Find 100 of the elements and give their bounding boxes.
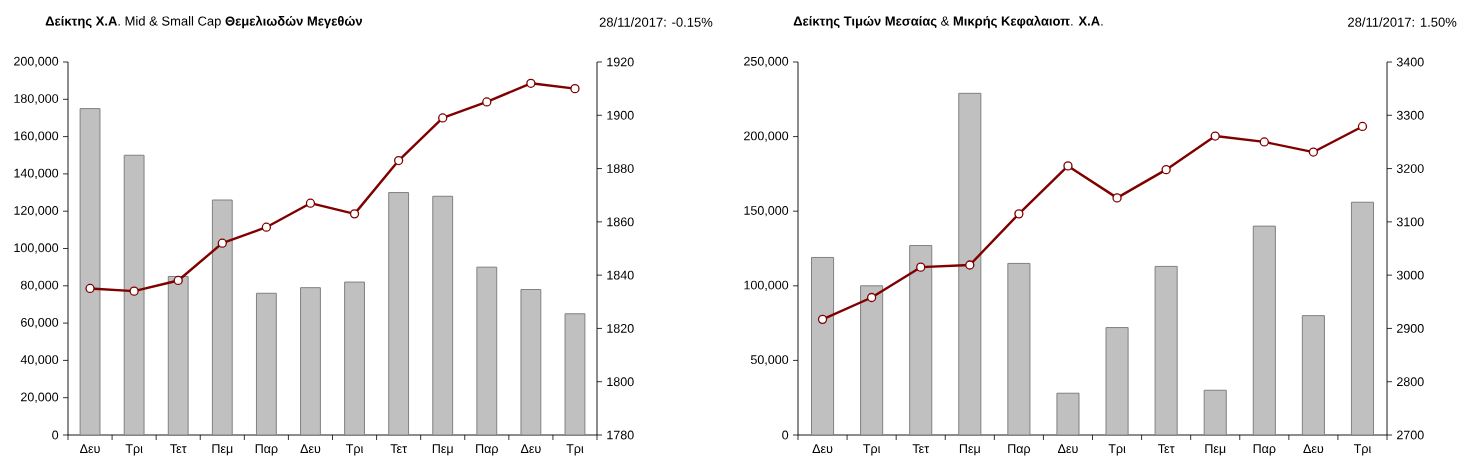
x-tick-label: Δευ xyxy=(812,444,833,454)
x-tick-label: Τρι xyxy=(1353,444,1371,456)
bar xyxy=(123,154,145,436)
bar xyxy=(520,289,542,436)
bar xyxy=(300,287,321,436)
bar xyxy=(1105,327,1129,436)
point xyxy=(482,97,492,107)
y-tick-label: 50,000 xyxy=(750,355,789,366)
y2-tick-label: 1860 xyxy=(607,217,634,227)
bar xyxy=(811,256,835,436)
y-tick-label: 60,000 xyxy=(21,317,59,329)
y-tick-label: 160,000 xyxy=(14,131,59,142)
point xyxy=(817,314,828,325)
y2-tick-label: 3000 xyxy=(1396,270,1424,280)
bar xyxy=(1203,389,1227,436)
x-tick-label: Τετ xyxy=(1158,444,1175,454)
y2-tick-label: 3300 xyxy=(1396,110,1424,120)
point xyxy=(305,198,316,208)
y-tick-label: 0 xyxy=(52,430,59,440)
point xyxy=(1112,193,1122,203)
x-tick-label: Πεμ xyxy=(212,444,233,456)
chart-title: Δείκτης Χ.Α. Mid & Small Cap Θεμελιωδών Μεγεθών xyxy=(45,15,363,29)
point xyxy=(1063,161,1073,171)
x-tick-label: Τρι xyxy=(863,444,881,456)
chart-title: Δείκτης Τιμών Μεσαίας & Μικρής Κεφαλαιοπ. Χ.Α. xyxy=(793,15,1103,29)
x-tick-label: Πεμ xyxy=(959,444,980,456)
y-tick-label: 140,000 xyxy=(14,168,59,180)
point xyxy=(393,155,404,166)
point xyxy=(1259,137,1269,147)
point xyxy=(129,286,139,296)
point xyxy=(85,283,95,294)
y2-tick-label: 1800 xyxy=(607,377,634,387)
bar xyxy=(476,266,498,436)
y2-tick-label: 3100 xyxy=(1396,217,1424,227)
point xyxy=(526,78,536,88)
y-tick-label: 0 xyxy=(782,430,789,440)
point xyxy=(866,292,877,303)
x-tick-label: Παρ xyxy=(1253,444,1276,456)
y-tick-label: 120,000 xyxy=(14,206,59,217)
y-tick-label: 200,000 xyxy=(14,56,59,68)
y2-tick-label: 2800 xyxy=(1397,377,1424,387)
y2-tick-label: 1880 xyxy=(607,164,634,173)
bar xyxy=(432,195,454,436)
x-tick-label: Τρι xyxy=(346,444,363,456)
x-tick-label: Παρ xyxy=(476,444,498,456)
y-tick-label: 200,000 xyxy=(744,131,789,142)
y2-tick-label: 1900 xyxy=(607,110,634,120)
point xyxy=(173,275,183,286)
y2-tick-label: 2700 xyxy=(1397,430,1424,440)
point xyxy=(1308,147,1319,157)
bar xyxy=(909,245,933,436)
y-tick-label: 20,000 xyxy=(21,392,59,403)
y2-tick-label: 3400 xyxy=(1396,57,1424,67)
y-tick-label: 40,000 xyxy=(20,355,59,366)
point xyxy=(1357,121,1368,132)
x-tick-label: Τετ xyxy=(912,444,930,454)
bar xyxy=(1252,225,1276,436)
x-tick-label: Τρι xyxy=(566,444,584,456)
x-tick-label: Δευ xyxy=(1303,444,1324,454)
bar xyxy=(1154,265,1178,436)
x-tick-label: Δευ xyxy=(520,444,541,454)
x-tick-label: Τρι xyxy=(125,444,143,456)
y2-tick-label: 3200 xyxy=(1396,164,1424,173)
bar xyxy=(1007,262,1031,436)
x-tick-label: Τετ xyxy=(170,444,187,454)
bar xyxy=(211,199,233,436)
y-tick-label: 150,000 xyxy=(744,206,789,217)
y-tick-label: 250,000 xyxy=(744,56,789,68)
x-tick-label: Δευ xyxy=(1057,444,1078,454)
bar xyxy=(344,281,365,436)
point xyxy=(261,222,272,232)
y-tick-label: 80,000 xyxy=(20,280,59,291)
y2-tick-label: 1920 xyxy=(607,57,634,67)
bar xyxy=(1301,315,1325,436)
bar xyxy=(860,285,884,436)
point xyxy=(217,238,227,248)
chart-subtitle: 28/11/2017: 1.50% xyxy=(1348,17,1457,27)
bar xyxy=(1350,201,1375,436)
y2-tick-label: 2900 xyxy=(1397,324,1424,333)
x-tick-label: Πεμ xyxy=(1205,444,1226,456)
y-tick-label: 100,000 xyxy=(14,243,59,254)
x-tick-label: Τρι xyxy=(1108,444,1126,456)
y2-tick-label: 1820 xyxy=(607,324,634,333)
x-tick-label: Παρ xyxy=(255,444,278,456)
point xyxy=(965,260,975,270)
y2-tick-label: 1780 xyxy=(607,430,634,440)
bar xyxy=(564,313,586,436)
bar xyxy=(167,275,189,436)
x-tick-label: Δευ xyxy=(80,444,100,454)
point xyxy=(1014,209,1024,219)
x-tick-label: Δευ xyxy=(300,444,321,454)
bar xyxy=(388,192,410,436)
point xyxy=(1210,131,1220,141)
x-tick-label: Τετ xyxy=(390,444,407,454)
y-tick-label: 100,000 xyxy=(744,280,789,291)
point xyxy=(1161,164,1171,175)
x-tick-label: Παρ xyxy=(1008,444,1031,456)
bar xyxy=(1056,392,1080,436)
x-tick-label: Πεμ xyxy=(432,444,453,456)
point xyxy=(349,209,360,219)
